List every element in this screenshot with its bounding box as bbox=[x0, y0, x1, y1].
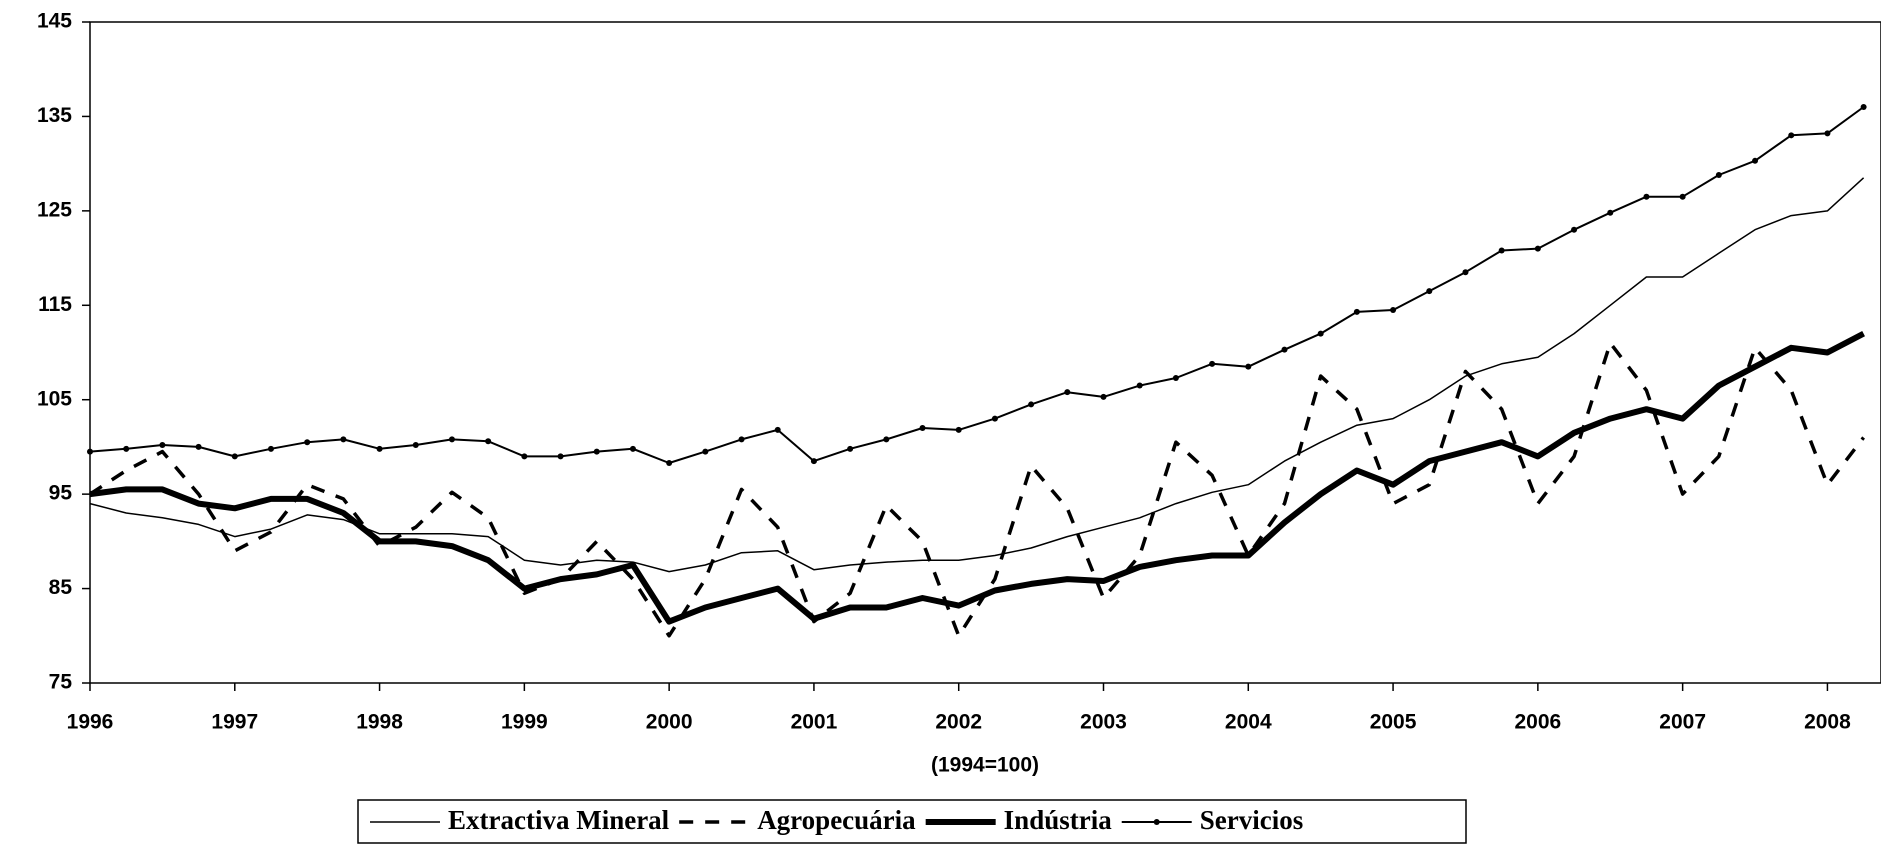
series-marker bbox=[195, 443, 202, 450]
series-marker bbox=[1571, 226, 1578, 233]
series-marker bbox=[1860, 103, 1867, 110]
series-marker bbox=[1679, 193, 1686, 200]
series-marker bbox=[774, 426, 781, 433]
series-marker bbox=[123, 445, 130, 452]
series-marker bbox=[1752, 157, 1759, 164]
x-tick-label: 2003 bbox=[1080, 711, 1127, 734]
y-tick-label: 145 bbox=[37, 10, 72, 33]
series-marker bbox=[340, 436, 347, 443]
series-marker bbox=[376, 445, 383, 452]
y-tick-label: 135 bbox=[37, 104, 72, 127]
series-marker bbox=[521, 453, 528, 460]
series-marker bbox=[1209, 360, 1216, 367]
legend-label: Extractiva Mineral bbox=[448, 805, 670, 835]
x-tick-label: 2002 bbox=[935, 711, 982, 734]
legend-marker bbox=[1153, 819, 1160, 825]
series-marker bbox=[1607, 209, 1614, 216]
x-tick-label: 2004 bbox=[1225, 711, 1272, 734]
series-marker bbox=[1426, 288, 1433, 295]
series-marker bbox=[702, 448, 709, 455]
series-marker bbox=[883, 436, 890, 443]
x-tick-label: 2008 bbox=[1804, 711, 1851, 734]
plot-frame bbox=[89, 21, 1881, 684]
series-marker bbox=[159, 442, 166, 449]
series-line bbox=[89, 341, 1865, 638]
x-axis-label: (1994=100) bbox=[931, 754, 1039, 777]
series-marker bbox=[593, 448, 600, 455]
series-marker bbox=[810, 458, 817, 465]
legend-label: Indústria bbox=[1004, 805, 1113, 835]
series-marker bbox=[1643, 193, 1650, 200]
y-tick-label: 125 bbox=[37, 198, 72, 221]
legend-label: Servicios bbox=[1200, 805, 1303, 835]
series-line bbox=[89, 177, 1865, 573]
series-marker bbox=[485, 438, 492, 445]
y-tick-label: 75 bbox=[49, 671, 73, 694]
series-marker bbox=[1100, 393, 1107, 400]
series-marker bbox=[557, 453, 564, 460]
series-marker bbox=[87, 448, 93, 455]
x-tick-label: 2007 bbox=[1659, 711, 1706, 734]
series-marker bbox=[1498, 247, 1505, 254]
series-marker bbox=[448, 436, 455, 443]
series-marker bbox=[847, 445, 854, 452]
series-marker bbox=[1245, 363, 1252, 370]
series-marker bbox=[955, 426, 962, 433]
y-tick-label: 95 bbox=[49, 482, 73, 505]
series-marker bbox=[666, 459, 673, 466]
series-marker bbox=[919, 425, 926, 432]
series-marker bbox=[1462, 269, 1469, 276]
x-tick-label: 2000 bbox=[646, 711, 693, 734]
series-marker bbox=[1317, 330, 1324, 337]
x-tick-label: 1998 bbox=[356, 711, 403, 734]
series-marker bbox=[1353, 308, 1360, 315]
series-marker bbox=[1390, 307, 1397, 314]
x-tick-label: 2001 bbox=[791, 711, 838, 734]
legend-box bbox=[357, 799, 1467, 844]
x-tick-label: 2005 bbox=[1370, 711, 1417, 734]
series-marker bbox=[1064, 389, 1071, 396]
y-tick-label: 115 bbox=[38, 293, 72, 316]
y-tick-label: 85 bbox=[49, 576, 73, 599]
series-line bbox=[89, 330, 1865, 625]
series-marker bbox=[1824, 130, 1831, 137]
series-marker bbox=[1172, 374, 1179, 381]
x-tick-label: 1999 bbox=[501, 711, 548, 734]
series-marker bbox=[304, 439, 311, 446]
series-marker bbox=[1136, 382, 1143, 389]
y-tick-label: 105 bbox=[37, 387, 72, 410]
legend-label: Agropecuária bbox=[757, 805, 916, 835]
series-marker bbox=[738, 436, 745, 443]
series-marker bbox=[1028, 401, 1035, 408]
series-marker bbox=[1788, 132, 1795, 139]
x-tick-label: 2006 bbox=[1514, 711, 1561, 734]
series-marker bbox=[267, 445, 274, 452]
series-marker bbox=[1715, 171, 1722, 178]
series-marker bbox=[1534, 245, 1541, 252]
series-marker bbox=[629, 445, 636, 452]
x-tick-label: 1996 bbox=[67, 711, 114, 734]
series-marker bbox=[1281, 346, 1288, 353]
series-marker bbox=[412, 442, 419, 449]
x-tick-label: 1997 bbox=[211, 711, 258, 734]
series-marker bbox=[991, 415, 998, 422]
series-marker bbox=[231, 453, 238, 460]
series-line bbox=[89, 106, 1865, 464]
